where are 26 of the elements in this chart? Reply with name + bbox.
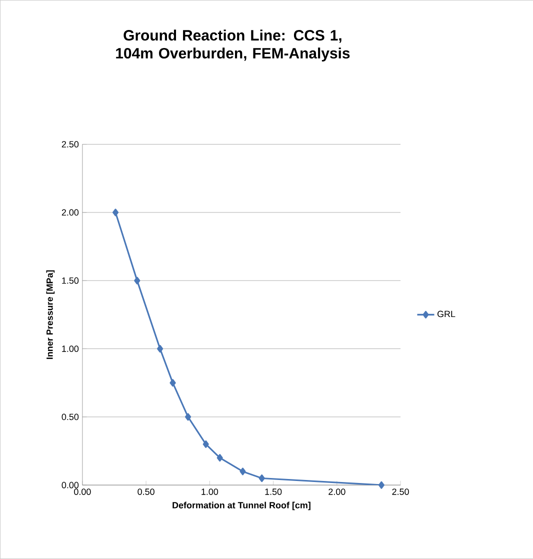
point bbox=[202, 440, 209, 448]
legend-label: GRL bbox=[437, 310, 455, 318]
x-tick-label: 0.00 bbox=[74, 488, 91, 495]
point bbox=[184, 413, 191, 421]
y-tick-label: 1.00 bbox=[62, 346, 78, 352]
point bbox=[378, 481, 384, 489]
point bbox=[134, 276, 140, 284]
x-tick-label: 2.50 bbox=[392, 488, 409, 495]
point bbox=[239, 468, 246, 476]
point bbox=[112, 208, 118, 216]
x-tick-label: 1.50 bbox=[265, 488, 282, 495]
y-tick-label: 0.00 bbox=[62, 482, 78, 488]
y-tick-label: 2.00 bbox=[62, 209, 78, 216]
point bbox=[169, 379, 176, 387]
point bbox=[216, 454, 223, 462]
x-tick-label: 0.50 bbox=[137, 488, 154, 495]
x-tick-label: 2.00 bbox=[328, 488, 346, 495]
point bbox=[156, 344, 163, 353]
x-tick-label: 1.00 bbox=[201, 488, 218, 495]
y-tick-label: 1.50 bbox=[62, 277, 78, 284]
y-tick-label: 2.50 bbox=[62, 141, 78, 148]
y-axis-title: Inner Pressure [MPa] bbox=[46, 270, 54, 359]
point bbox=[258, 474, 265, 482]
y-tick-label: 0.50 bbox=[62, 414, 78, 420]
chart-title: Ground Reaction Line: CCS 1, 104m Overburden, FEM-Analysis bbox=[116, 30, 350, 62]
x-axis-title: Deformation at Tunnel Roof [cm] bbox=[172, 502, 310, 510]
